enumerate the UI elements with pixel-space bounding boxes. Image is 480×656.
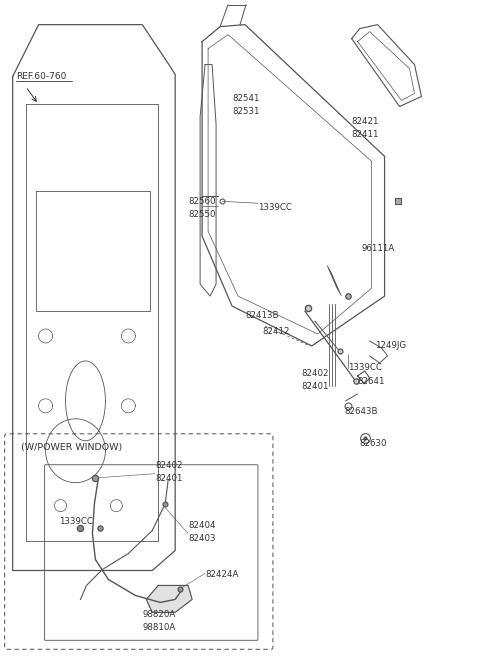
- Text: 82560: 82560: [188, 197, 216, 206]
- Text: 82541: 82541: [232, 94, 260, 104]
- Text: 82411: 82411: [352, 131, 379, 140]
- Text: 1339CC: 1339CC: [258, 203, 292, 213]
- Text: 82412: 82412: [262, 327, 289, 336]
- Text: 82424A: 82424A: [205, 571, 239, 579]
- Text: 1339CC: 1339CC: [348, 363, 382, 372]
- Text: 82402: 82402: [302, 369, 329, 378]
- Text: 1339CC: 1339CC: [59, 516, 93, 525]
- Text: 82643B: 82643B: [345, 407, 378, 416]
- Text: 82403: 82403: [188, 533, 216, 543]
- Text: 82401: 82401: [302, 382, 329, 391]
- Text: 82421: 82421: [352, 117, 379, 127]
- Text: 82630: 82630: [360, 439, 387, 448]
- Text: 82404: 82404: [188, 521, 216, 529]
- Text: 82401: 82401: [155, 474, 183, 483]
- Text: 82531: 82531: [232, 108, 260, 117]
- Polygon shape: [146, 585, 192, 613]
- Text: REF.60-760: REF.60-760: [16, 72, 66, 81]
- Text: 82641: 82641: [358, 377, 385, 386]
- Text: 96111A: 96111A: [361, 244, 395, 253]
- Text: 98810A: 98810A: [142, 623, 176, 632]
- Text: 98820A: 98820A: [142, 610, 176, 619]
- Text: 82402: 82402: [155, 461, 183, 470]
- Text: 82413B: 82413B: [245, 311, 278, 320]
- Text: 82550: 82550: [188, 210, 216, 219]
- Text: 1249JG: 1249JG: [374, 341, 406, 350]
- Text: (W/POWER WINDOW): (W/POWER WINDOW): [21, 443, 122, 452]
